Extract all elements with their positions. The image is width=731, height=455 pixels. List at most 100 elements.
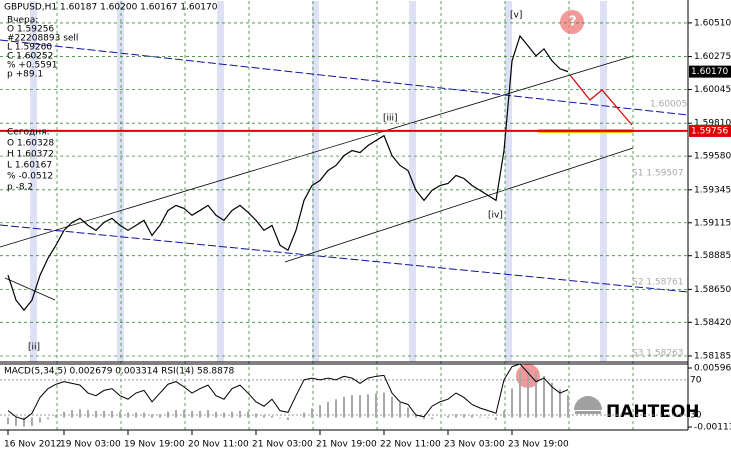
macd-bar <box>431 417 433 420</box>
y-tick-label: 1.58885 <box>694 251 731 261</box>
macd-bar <box>487 417 489 419</box>
macd-bar <box>223 412 225 418</box>
y-tick-label: 1.60045 <box>694 85 731 95</box>
macd-bar <box>239 410 241 418</box>
band <box>217 1 224 362</box>
info-text: % -0.0512 <box>7 172 53 182</box>
macd-bar <box>159 414 161 418</box>
band <box>600 1 607 362</box>
macd-bar <box>119 411 121 418</box>
macd-bar <box>455 414 457 418</box>
annotation: [iv] <box>488 211 503 221</box>
y2-tick-label: 30 <box>690 411 702 421</box>
info-text: Вчера: <box>7 16 38 26</box>
macd-bar <box>151 414 153 418</box>
macd-bar <box>111 410 113 418</box>
annotation: S3 1.58263 <box>632 349 684 359</box>
annotation: [ii] <box>28 343 40 353</box>
macd-bar <box>327 401 329 418</box>
macd-bar <box>375 393 377 418</box>
y-tick-label: 1.58185 <box>694 351 731 361</box>
price-box <box>689 124 731 137</box>
channel-line <box>0 39 689 116</box>
y2-tick-label: 70 <box>690 375 702 385</box>
macd-bar <box>351 395 353 418</box>
indicator-title: MACD(5,34,5) 0.002679 0.003314 RSI(14) 5… <box>4 367 235 377</box>
band <box>312 1 319 362</box>
macd-bar <box>215 411 217 418</box>
macd-bar <box>359 395 361 418</box>
x-tick-label: 22 Nov 11:00 <box>380 440 441 450</box>
info-text: % +0.5591 <box>7 61 57 71</box>
macd-bar <box>535 371 537 418</box>
info-text: L 1.59260 <box>7 43 52 53</box>
band <box>117 1 124 362</box>
macd-bar <box>495 417 497 421</box>
macd-bar <box>231 411 233 418</box>
x-tick-label: 19 Nov 03:00 <box>60 440 121 450</box>
macd-bar <box>367 394 369 418</box>
macd-bar <box>167 411 169 418</box>
macd-bar <box>87 410 89 418</box>
macd-bar <box>543 376 545 418</box>
x-tick-label: 19 Nov 19:00 <box>124 440 185 450</box>
macd-bar <box>343 396 345 418</box>
macd-bar <box>527 369 529 418</box>
macd-bar <box>415 414 417 418</box>
macd-bar <box>23 417 25 427</box>
x-tick-label: 21 Nov 19:00 <box>316 440 377 450</box>
macd-bar <box>551 382 553 418</box>
macd-bar <box>519 371 521 418</box>
annotation: S2 1.58761 <box>632 278 684 288</box>
price-box <box>689 65 731 78</box>
info-text: p -8.2 <box>7 183 33 193</box>
y-tick-label: 0.005966 <box>694 364 731 374</box>
y-tick-label: 1.59810 <box>694 119 731 129</box>
annotation: ? <box>569 15 577 30</box>
macd-bar <box>335 399 337 418</box>
forecast-path <box>569 74 633 126</box>
y-tick-label: 1.58650 <box>694 285 731 295</box>
logo: ПАНТЕОН <box>574 396 700 422</box>
macd-bar <box>47 417 49 420</box>
macd-bar <box>279 417 281 419</box>
macd-bar <box>399 402 401 418</box>
macd-bar <box>143 412 145 418</box>
macd-bar <box>79 409 81 418</box>
macd-bar <box>447 415 449 418</box>
macd-bar <box>271 415 273 418</box>
annotation: [iii] <box>383 114 398 124</box>
macd-bar <box>255 413 257 418</box>
price-label: 1.59756 <box>691 126 728 136</box>
macd-bar <box>303 412 305 418</box>
macd-bar <box>199 410 201 418</box>
info-text: C 1.60252 <box>7 52 53 62</box>
info-text: #22208893 sell <box>7 34 78 44</box>
price-line <box>7 363 569 420</box>
macd-bar <box>55 415 57 418</box>
macd-bar <box>15 417 17 426</box>
macd-bar <box>383 392 385 418</box>
info-text: H 1.60372 <box>7 150 54 160</box>
x-tick-label: 20 Nov 11:00 <box>188 440 249 450</box>
macd-bar <box>463 414 465 418</box>
channel-line <box>284 147 634 263</box>
y-tick-label: -0.001139 <box>694 423 731 433</box>
macd-bar <box>135 412 137 418</box>
macd-bar <box>479 416 481 418</box>
macd-bar <box>319 405 321 418</box>
macd-bar <box>423 417 425 420</box>
logo-icon <box>574 396 602 410</box>
info-text: O 1.59256 <box>7 25 54 35</box>
macd-bar <box>183 410 185 418</box>
x-tick-label: 16 Nov 2012 <box>4 440 62 450</box>
macd-bar <box>503 410 505 418</box>
macd-bar <box>95 410 97 418</box>
band <box>30 1 37 362</box>
macd-bar <box>71 410 73 418</box>
macd-bar <box>39 417 41 423</box>
y-tick-label: 1.60510 <box>694 18 731 28</box>
x-tick-label: 23 Nov 03:00 <box>444 440 505 450</box>
macd-bar <box>127 412 129 418</box>
